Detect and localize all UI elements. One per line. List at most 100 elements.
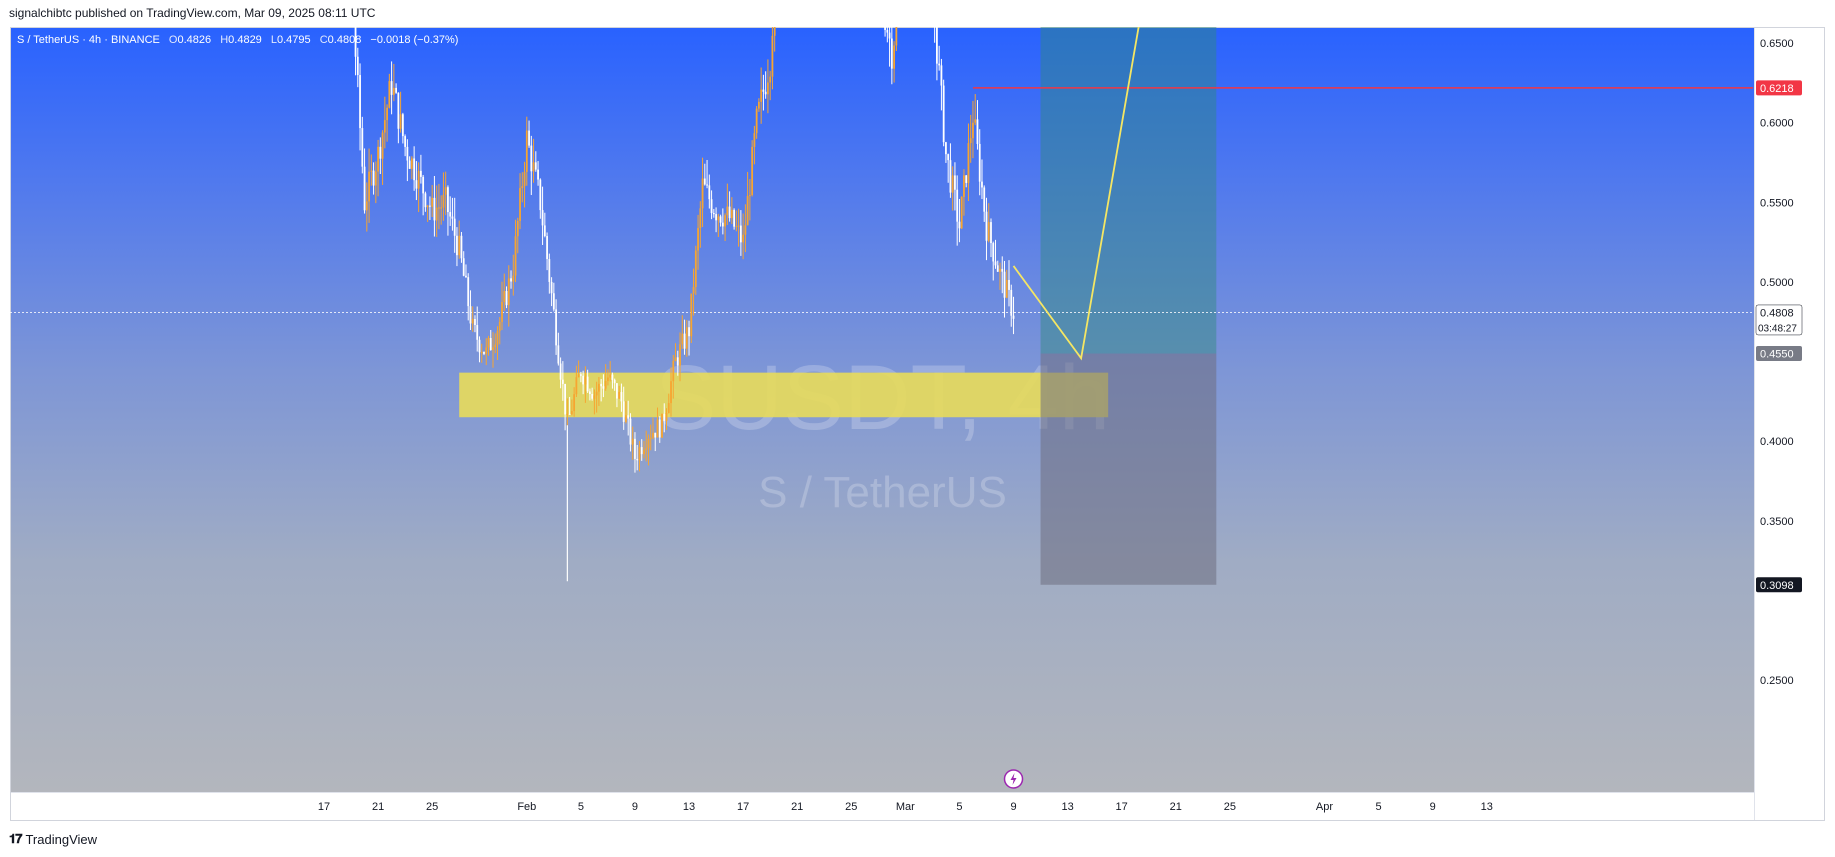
- candle-body: [370, 170, 373, 172]
- candle-body: [395, 87, 398, 93]
- candle-body: [679, 344, 681, 366]
- candle-body: [458, 235, 461, 256]
- chart-canvas[interactable]: 1.05000.95000.90000.85000.80000.75000.70…: [10, 27, 1825, 821]
- candle-body: [987, 222, 990, 241]
- candle-body: [654, 432, 657, 438]
- candle-body: [579, 374, 582, 376]
- candle-body: [945, 142, 947, 155]
- candle-body: [1005, 279, 1008, 298]
- support-zone: [459, 372, 1109, 418]
- candle-body: [431, 197, 434, 207]
- candle-body: [561, 379, 564, 384]
- candle-body: [390, 81, 393, 95]
- chart-frame[interactable]: SUSDT, 4h S / TetherUS S / TetherUS · 4h…: [10, 27, 1825, 821]
- candle-body: [976, 119, 979, 144]
- candle-body: [638, 447, 641, 461]
- candle-body: [354, 27, 357, 57]
- price-label-text: 0.3098: [1760, 580, 1794, 592]
- legend-low: 0.4795: [277, 34, 311, 46]
- candle-body: [706, 184, 708, 186]
- candle-body: [645, 448, 648, 451]
- candle-body: [692, 287, 695, 294]
- candle-body: [685, 327, 688, 349]
- candle-body: [895, 27, 898, 46]
- candle-body: [670, 381, 672, 404]
- candle-body: [764, 91, 767, 95]
- time-tick-19: 9: [1430, 801, 1436, 813]
- candle-body: [440, 207, 443, 209]
- symbol-description-watermark: S / TetherUS: [758, 468, 1007, 517]
- candle-body: [936, 27, 938, 64]
- candle-body: [595, 391, 598, 396]
- candle-body: [611, 374, 614, 380]
- price-tick-13: 0.2500: [1760, 675, 1794, 687]
- candle-body: [550, 281, 553, 294]
- candle-body: [636, 458, 639, 461]
- candle-body: [573, 394, 576, 412]
- price-label-bg: [1756, 346, 1802, 362]
- price-label-entry-5: 0.4550: [1756, 346, 1802, 362]
- price-axis[interactable]: [1754, 28, 1824, 820]
- candle-body: [532, 162, 535, 172]
- candle-body: [408, 160, 411, 169]
- footer-brand[interactable]: TradingView: [25, 831, 98, 847]
- candle-body: [487, 338, 490, 348]
- candle-body: [942, 85, 945, 143]
- candle-body: [552, 293, 555, 310]
- candle-body: [967, 143, 970, 183]
- candle-body: [1012, 315, 1015, 319]
- time-axis[interactable]: [11, 792, 1754, 820]
- candle-body: [442, 194, 445, 208]
- candle-body: [708, 185, 711, 200]
- candle-body: [958, 221, 961, 229]
- candle-body: [492, 347, 494, 351]
- candle-body: [954, 175, 956, 190]
- candle-body: [965, 175, 968, 183]
- candle-body: [383, 120, 386, 133]
- price-label-bg: [1755, 304, 1803, 336]
- candle-body: [983, 187, 986, 212]
- candle-body: [471, 318, 474, 324]
- candle-body: [575, 377, 578, 395]
- price-tick-7: 0.6500: [1760, 38, 1794, 50]
- candle-body: [974, 119, 977, 123]
- candle-body: [748, 195, 751, 197]
- candle-body: [510, 278, 512, 282]
- candle-body: [568, 413, 571, 415]
- candle-body: [703, 178, 706, 185]
- legend-open: 0.4826: [177, 34, 212, 46]
- candle-body: [667, 403, 670, 413]
- candle-body: [559, 363, 562, 380]
- candle-body: [893, 45, 895, 69]
- legend-symbol[interactable]: S / TetherUS · 4h · BINANCE: [17, 34, 160, 46]
- candle-body: [992, 243, 995, 262]
- price-label-text: 0.4808: [1760, 307, 1794, 319]
- candle-body: [724, 215, 726, 227]
- candle-body: [622, 401, 625, 422]
- candle-body: [591, 394, 594, 399]
- time-tick-7: 17: [737, 801, 749, 813]
- candle-body: [501, 302, 503, 322]
- candle-body: [476, 325, 479, 340]
- candle-body: [699, 208, 702, 229]
- candle-body: [640, 447, 643, 455]
- candle-body: [548, 259, 551, 282]
- candle-body: [467, 277, 470, 307]
- legend-open-label: O: [168, 34, 178, 46]
- candle-body: [1003, 271, 1006, 298]
- candle-body: [483, 351, 485, 354]
- candle-body: [981, 181, 983, 188]
- candle-body: [519, 188, 521, 221]
- candle-body: [604, 381, 607, 389]
- candle-body: [726, 206, 729, 216]
- candle-body: [429, 205, 431, 207]
- candle-body: [577, 374, 580, 378]
- price-tick-12: 0.3500: [1760, 516, 1794, 528]
- candle-body: [588, 391, 591, 395]
- candle-body: [460, 235, 463, 259]
- candle-body: [512, 275, 515, 282]
- candle-body: [739, 225, 742, 243]
- time-tick-9: 25: [845, 801, 857, 813]
- price-label-stop-6: 0.3098: [1756, 577, 1802, 593]
- price-tick-8: 0.6000: [1760, 118, 1794, 130]
